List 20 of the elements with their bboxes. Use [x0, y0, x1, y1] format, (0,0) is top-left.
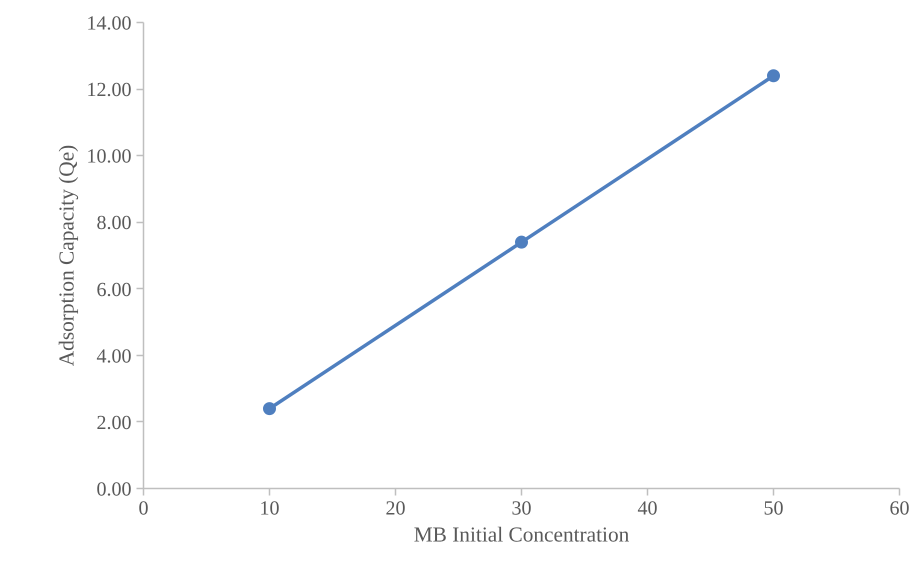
y-tick-label: 12.00 — [86, 79, 132, 102]
y-tick-label: 6.00 — [96, 278, 132, 301]
x-tick-label: 20 — [386, 498, 406, 520]
x-tick-label: 60 — [890, 498, 910, 520]
y-tick-label: 14.00 — [86, 12, 132, 34]
y-tick-label: 2.00 — [96, 412, 132, 434]
point — [767, 69, 780, 82]
x-tick-label: 0 — [138, 498, 148, 520]
point — [515, 236, 528, 249]
x-tick-label: 50 — [764, 498, 784, 520]
x-tick-label: 40 — [638, 498, 658, 520]
x-tick-label: 30 — [512, 498, 532, 520]
x-axis-title: MB Initial Concentration — [414, 522, 630, 546]
y-tick-label: 8.00 — [96, 212, 132, 234]
y-axis-title: Adsorption Capacity (Qe) — [54, 144, 78, 366]
x-tick-label: 10 — [260, 498, 280, 520]
y-tick-label: 0.00 — [96, 478, 132, 500]
y-tick-label: 4.00 — [96, 345, 132, 368]
y-tick-label: 10.00 — [86, 146, 132, 168]
point — [263, 402, 276, 416]
